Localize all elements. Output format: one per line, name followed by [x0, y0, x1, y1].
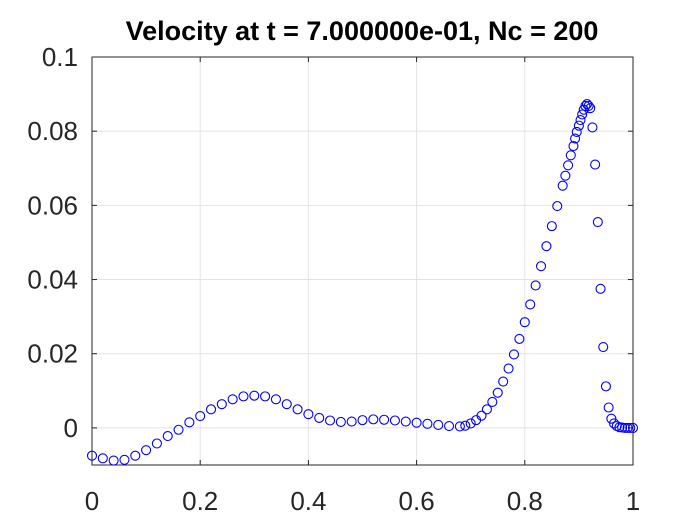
data-point — [454, 421, 465, 432]
x-tick-label: 0.4 — [290, 486, 326, 516]
data-point — [249, 390, 260, 401]
x-tick-labels: 0 0.2 0.4 0.6 0.8 1 — [85, 486, 640, 516]
data-point — [585, 103, 596, 114]
data-point — [609, 418, 620, 429]
data-point — [108, 455, 119, 466]
y-tick-label: 0 — [64, 413, 78, 443]
chart-title: Velocity at t = 7.000000e-01, Nc = 200 — [126, 16, 599, 46]
data-point — [600, 381, 612, 392]
data-point — [227, 394, 238, 405]
data-point — [260, 391, 271, 402]
x-tick-label: 0.6 — [399, 486, 435, 516]
y-tick-label: 0.08 — [27, 116, 78, 146]
data-point — [514, 333, 525, 344]
data-point — [368, 414, 379, 425]
y-tick-label: 0.02 — [27, 339, 78, 369]
data-point — [503, 363, 514, 374]
data-point — [625, 422, 636, 433]
data-point — [565, 150, 576, 161]
y-tick-label: 0.04 — [27, 265, 78, 295]
data-point — [492, 387, 503, 398]
data-point — [573, 120, 584, 131]
data-point — [379, 414, 390, 425]
data-point — [570, 133, 581, 144]
data-point — [130, 450, 141, 461]
data-point — [560, 170, 571, 181]
data-point — [563, 160, 574, 171]
data-point — [508, 349, 520, 360]
data-point — [587, 122, 598, 133]
data-point — [411, 417, 422, 428]
data-point — [292, 404, 303, 415]
data-point — [541, 241, 552, 252]
data-point — [530, 280, 541, 291]
data-point — [281, 399, 292, 410]
data-point — [546, 221, 557, 232]
data-point — [487, 396, 498, 408]
data-point — [346, 416, 357, 427]
data-point — [552, 201, 563, 212]
data-point — [97, 453, 108, 464]
data-point — [622, 422, 633, 433]
data-point — [400, 416, 411, 427]
data-point — [568, 140, 579, 152]
data-point — [119, 454, 130, 465]
data-point — [580, 100, 591, 112]
data-point — [595, 283, 606, 294]
data-point — [162, 431, 173, 442]
data-point — [184, 417, 195, 428]
x-tick-label: 0.2 — [182, 486, 218, 516]
data-point — [151, 438, 162, 449]
plot-background — [92, 57, 633, 465]
data-point — [476, 410, 487, 421]
data-point — [335, 416, 346, 428]
data-point — [592, 217, 603, 228]
data-point — [577, 109, 588, 120]
data-points — [86, 99, 639, 466]
data-point — [195, 410, 206, 422]
data-point — [519, 317, 530, 328]
x-tick-label: 1 — [626, 486, 640, 516]
data-point — [575, 115, 586, 126]
data-point — [590, 159, 601, 170]
data-point — [535, 261, 547, 272]
data-point — [141, 445, 152, 456]
data-point — [173, 424, 184, 435]
axes-box — [91, 56, 634, 466]
data-point — [460, 420, 471, 431]
data-point — [444, 420, 455, 432]
data-point — [86, 450, 98, 461]
axes — [91, 56, 634, 466]
data-point — [303, 409, 314, 420]
y-tick-labels: 0 0.02 0.04 0.06 0.08 0.1 — [27, 42, 78, 443]
data-point — [481, 404, 492, 415]
data-point — [238, 391, 249, 402]
data-point — [422, 418, 433, 429]
data-point — [606, 413, 617, 424]
data-point — [498, 376, 509, 387]
data-point — [525, 299, 536, 310]
data-point — [627, 422, 639, 433]
data-point — [557, 180, 568, 191]
data-point — [324, 415, 336, 426]
data-point — [598, 341, 609, 353]
y-tick-label: 0.06 — [27, 190, 78, 220]
y-tick-label: 0.1 — [42, 42, 78, 72]
data-point — [270, 394, 281, 405]
x-tick-label: 0 — [85, 486, 99, 516]
data-point — [216, 399, 227, 410]
data-point — [357, 415, 368, 426]
data-point — [571, 126, 582, 137]
data-point — [205, 404, 217, 415]
data-point — [619, 422, 630, 433]
data-point — [314, 412, 325, 423]
data-point — [603, 402, 614, 413]
data-point — [583, 100, 594, 112]
data-point — [389, 415, 401, 426]
data-point — [433, 419, 444, 430]
x-tick-label: 0.8 — [507, 486, 543, 516]
data-point — [465, 418, 476, 429]
